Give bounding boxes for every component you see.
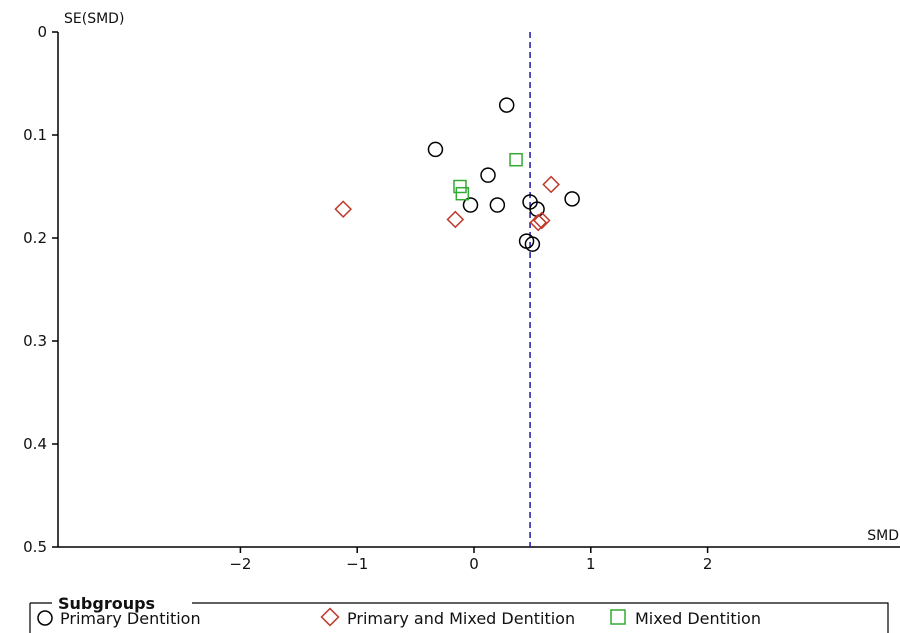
x-tick-label: −1	[346, 555, 368, 573]
y-tick-label: 0	[37, 23, 47, 41]
x-tick-label: −2	[229, 555, 251, 573]
y-tick-label: 0.5	[23, 538, 47, 556]
data-point-diamond	[446, 210, 465, 229]
x-tick-label: 2	[703, 555, 713, 573]
data-point-circle	[524, 236, 541, 252]
data-point-circle	[462, 197, 479, 213]
data-point-square	[453, 179, 467, 194]
y-axis-ticks: 0 0.1 0.2 0.3 0.4 0.5	[23, 23, 58, 556]
legend-diamond-marker	[320, 607, 340, 627]
data-points	[334, 97, 580, 252]
legend-frame	[29, 602, 889, 633]
x-axis-title: SMD	[867, 528, 899, 544]
y-tick-label: 0.3	[23, 332, 47, 350]
y-tick-label: 0.4	[23, 435, 47, 453]
data-point-circle	[498, 97, 515, 113]
data-point-circle	[564, 191, 580, 207]
x-axis-ticks: −2 −1 0 1 2	[229, 547, 712, 573]
data-point-square	[509, 152, 523, 167]
legend: Subgroups Primary Dentition Primary and …	[29, 594, 889, 633]
data-point-diamond	[542, 175, 560, 194]
legend-title: Subgroups	[58, 594, 155, 613]
data-point-circle	[489, 197, 506, 213]
legend-circle-marker	[37, 610, 53, 626]
y-axis-title: SE(SMD)	[64, 11, 124, 27]
data-point-diamond	[529, 213, 548, 232]
legend-label-primary-mixed: Primary and Mixed Dentition	[347, 609, 575, 628]
x-tick-label: 0	[469, 555, 479, 573]
legend-square-marker	[610, 609, 626, 625]
x-tick-label: 1	[586, 555, 596, 573]
data-point-diamond	[532, 211, 551, 230]
data-point-circle	[480, 167, 496, 183]
legend-label-primary: Primary Dentition	[60, 609, 201, 628]
y-tick-label: 0.2	[23, 229, 47, 247]
y-tick-label: 0.1	[23, 126, 47, 144]
data-point-diamond	[334, 200, 353, 218]
data-point-square	[455, 186, 470, 201]
legend-label-mixed: Mixed Dentition	[635, 609, 761, 628]
data-point-circle	[427, 141, 444, 158]
